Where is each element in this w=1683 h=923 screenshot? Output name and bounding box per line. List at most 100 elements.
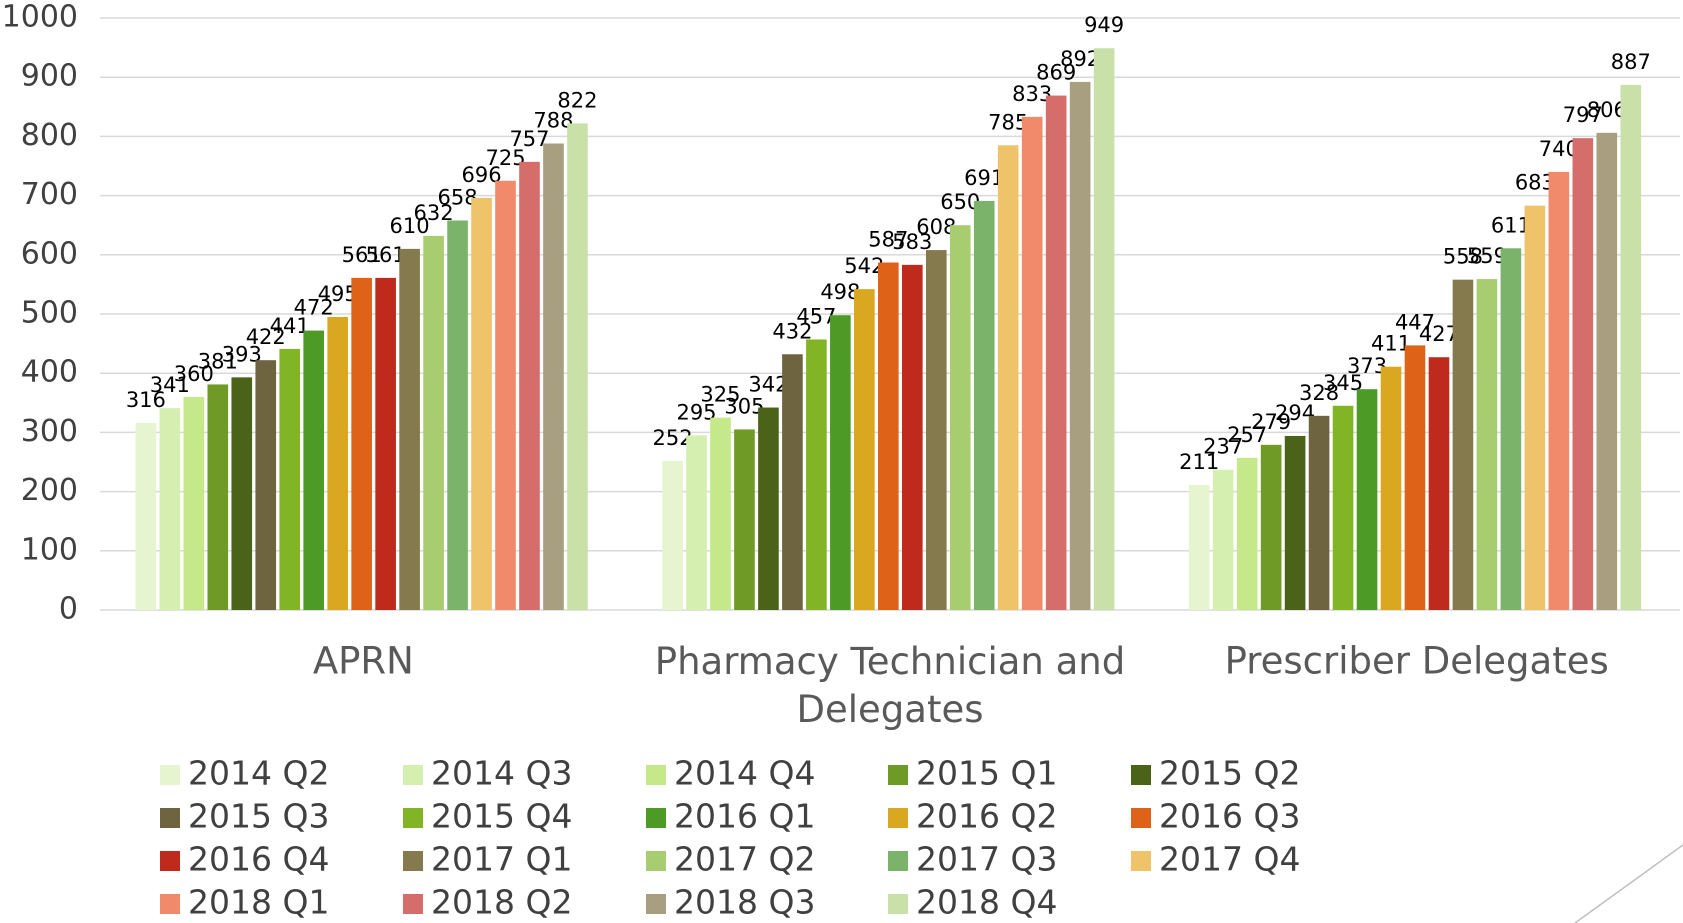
bar: [567, 123, 588, 610]
data-label: 558: [1443, 245, 1483, 269]
data-label: 632: [414, 201, 454, 225]
y-tick-label: 500: [21, 296, 78, 331]
bar: [183, 396, 205, 610]
bar: [1236, 457, 1258, 610]
legend-label: 2015 Q2: [1159, 754, 1300, 793]
legend-swatch: [403, 894, 423, 914]
y-tick-label: 100: [21, 532, 78, 567]
data-label: 869: [1036, 61, 1076, 85]
bar: [375, 277, 396, 610]
data-label: 252: [652, 426, 692, 450]
y-tick-label: 700: [21, 177, 78, 212]
bar: [1620, 84, 1642, 610]
bar: [327, 316, 348, 610]
bar: [1332, 405, 1354, 610]
data-label: 691: [964, 166, 1004, 190]
data-label: 432: [772, 319, 812, 343]
bar: [1260, 444, 1282, 610]
bar: [351, 277, 372, 610]
bar: [1548, 171, 1570, 611]
legend-label: 2018 Q3: [674, 883, 815, 922]
data-label: 797: [1563, 103, 1603, 127]
data-label: 360: [174, 362, 214, 386]
data-label: 422: [246, 325, 286, 349]
bar: [399, 248, 420, 610]
legend-label: 2015 Q1: [916, 754, 1057, 793]
bar: [1069, 81, 1091, 611]
legend-swatch: [403, 808, 423, 828]
legend-label: 2018 Q4: [916, 883, 1057, 922]
data-label: 696: [461, 163, 501, 187]
bar: [1021, 116, 1043, 610]
legend-label: 2016 Q1: [674, 797, 815, 836]
data-label: 345: [1323, 371, 1363, 395]
bar: [1476, 279, 1498, 610]
bar: [949, 225, 971, 610]
legend-swatch: [646, 808, 666, 828]
legend-label: 2018 Q2: [431, 883, 572, 922]
legend-swatch: [646, 765, 666, 785]
bar: [1356, 389, 1378, 610]
data-label: 211: [1179, 450, 1219, 474]
bar: [1404, 345, 1426, 610]
bar: [806, 339, 827, 610]
bar: [423, 235, 444, 610]
legend-swatch: [160, 765, 180, 785]
bar: [1572, 138, 1594, 610]
bar: [279, 348, 301, 610]
bar: [925, 250, 947, 610]
bar: [471, 197, 492, 610]
bar: [878, 262, 899, 610]
bar: [901, 264, 923, 610]
data-label: 725: [485, 146, 525, 170]
legend-swatch: [160, 894, 180, 914]
data-label: 341: [150, 373, 190, 397]
legend-label: 2014 Q2: [188, 754, 329, 793]
data-label: 806: [1587, 98, 1627, 122]
legend-label: 2015 Q4: [431, 797, 572, 836]
legend-swatch: [1131, 808, 1151, 828]
legend-label: 2016 Q2: [916, 797, 1057, 836]
bar: [1188, 485, 1210, 610]
data-label: 559: [1467, 244, 1507, 268]
bar: [662, 460, 683, 610]
data-label: 427: [1419, 322, 1459, 346]
data-label: 441: [270, 314, 310, 338]
data-label: 498: [820, 280, 860, 304]
bar: [758, 407, 779, 610]
legend-label: 2016 Q4: [188, 840, 329, 879]
data-label: 305: [724, 394, 764, 418]
bar: [135, 422, 157, 610]
bar: [1428, 357, 1450, 610]
data-label: 561: [342, 243, 382, 267]
bar: [782, 354, 803, 610]
legend-swatch: [403, 765, 423, 785]
x-tick-label: APRN: [313, 640, 414, 683]
legend-swatch: [888, 765, 908, 785]
y-tick-label: 300: [21, 414, 78, 449]
data-label: 457: [796, 304, 836, 328]
y-tick-label: 900: [21, 59, 78, 94]
data-label: 587: [868, 227, 908, 251]
bar: [997, 145, 1019, 610]
bar: [1212, 469, 1234, 610]
bar: [686, 435, 707, 610]
legend-swatch: [403, 851, 423, 871]
data-label: 411: [1371, 332, 1411, 356]
data-label: 785: [988, 110, 1028, 134]
legend-swatch: [646, 894, 666, 914]
bar: [710, 417, 731, 610]
legend-swatch: [646, 851, 666, 871]
y-tick-label: 600: [21, 236, 78, 271]
data-label: 316: [126, 388, 166, 412]
data-label: 237: [1203, 435, 1243, 459]
bar: [854, 289, 875, 610]
decoration: [1574, 844, 1683, 923]
bar: [447, 220, 468, 611]
data-label: 381: [198, 349, 238, 373]
bar: [543, 143, 564, 610]
legend-swatch: [888, 894, 908, 914]
data-label: 342: [748, 373, 788, 397]
x-tick-label: Prescriber Delegates: [1225, 640, 1609, 683]
